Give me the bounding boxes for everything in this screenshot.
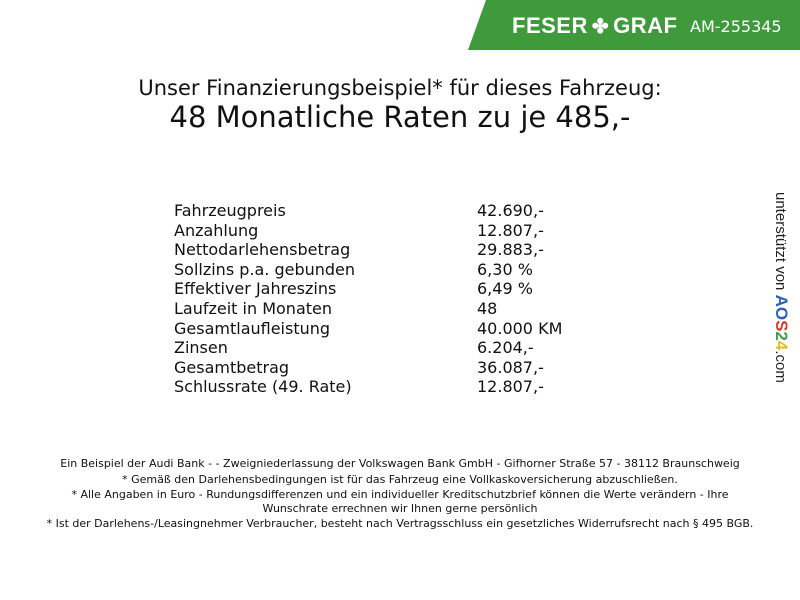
- finance-table: Fahrzeugpreis 42.690,- Anzahlung 12.807,- Ne…: [174, 201, 562, 397]
- row-label: Laufzeit in Monaten: [174, 298, 333, 318]
- row-label: Effektiver Jahreszins: [174, 279, 337, 299]
- row-value: 29.883,-: [477, 240, 544, 260]
- row-label: Sollzins p.a. gebunden: [174, 259, 356, 279]
- row-value: 42.690,-: [477, 201, 544, 220]
- row-label: Anzahlung: [174, 220, 259, 240]
- title-line1: Unser Finanzierungsbeispiel* für dieses …: [138, 76, 662, 100]
- row-value: 6,49 %: [477, 279, 533, 299]
- table-row: Zinsen 6.204,-: [174, 338, 562, 358]
- clover-icon: ✤: [591, 16, 610, 38]
- brand-name: FESER: [512, 13, 588, 38]
- aos24-logo: AOS24: [772, 294, 791, 351]
- row-value: 40.000 KM: [477, 318, 563, 338]
- table-row: Gesamtbetrag 36.087,-: [174, 358, 562, 378]
- table-row: Anzahlung 12.807,-: [174, 221, 562, 241]
- row-label: Nettodarlehensbetrag: [174, 240, 351, 260]
- title-line2: 48 Monatliche Raten zu je 485,-: [169, 100, 631, 134]
- row-value: 36.087,-: [477, 357, 544, 377]
- footer-line: Ein Beispiel der Audi Bank - - Zweignied…: [60, 457, 740, 470]
- vehicle-id: AM-255345: [690, 17, 782, 36]
- table-row: Fahrzeugpreis 42.690,-: [174, 201, 562, 221]
- row-label: Fahrzeugpreis: [174, 201, 286, 220]
- footer-line: * Gemäß den Darlehensbedingungen ist für…: [122, 472, 678, 486]
- row-label: Zinsen: [174, 338, 228, 358]
- aos24-domain: .com: [772, 350, 789, 383]
- table-row: Effektiver Jahreszins 6,49 %: [174, 279, 562, 299]
- brand-name-2: GRAF: [613, 13, 678, 38]
- table-row: Schlussrate (49. Rate) 12.807,-: [174, 377, 562, 397]
- row-value: 6.204,-: [477, 338, 534, 358]
- table-row: Nettodarlehensbetrag 29.883,-: [174, 240, 562, 260]
- row-label: Gesamtbetrag: [174, 357, 290, 377]
- row-value: 48: [477, 298, 498, 318]
- table-row: Sollzins p.a. gebunden 6,30 %: [174, 260, 562, 280]
- footer-line: * Alle Angaben in Euro - Rundungsdiffere…: [71, 488, 729, 515]
- table-row: Gesamtlaufleistung 40.000 KM: [174, 319, 562, 339]
- table-row: Laufzeit in Monaten 48: [174, 299, 562, 319]
- row-value: 12.807,-: [477, 220, 544, 240]
- header-banner: [468, 0, 800, 50]
- footer-line: * Ist der Darlehens-/Leasingnehmer Verbr…: [46, 517, 754, 530]
- row-label: Schlussrate (49. Rate): [174, 377, 352, 397]
- supported-by: unterstützt von AOS24.com: [771, 192, 791, 383]
- row-value: 12.807,-: [477, 377, 544, 397]
- row-value: 6,30 %: [477, 259, 533, 279]
- supported-by-label: unterstützt von: [772, 192, 789, 291]
- brand-logo: FESER ✤ GRAF: [512, 13, 677, 39]
- row-label: Gesamtlaufleistung: [174, 318, 331, 338]
- footer-disclaimer: Ein Beispiel der Audi Bank - - Zweignied…: [40, 457, 760, 533]
